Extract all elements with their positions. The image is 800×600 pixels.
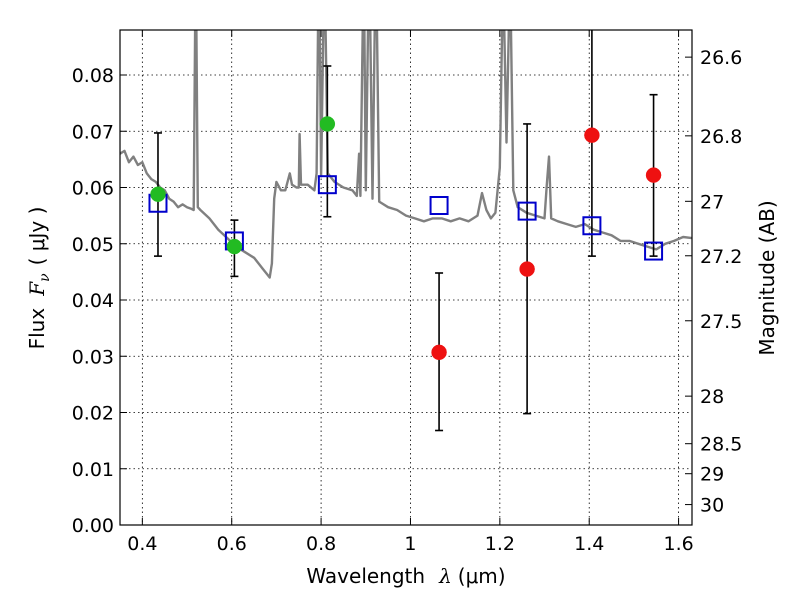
y-tick-label: 0.07 [72, 121, 114, 143]
error-bar [587, 30, 596, 257]
model-flux-square [644, 241, 664, 261]
y-tick-label: 0.01 [72, 459, 114, 481]
y2-tick-label: 26.6 [700, 47, 742, 69]
x-tick-label: 1.2 [485, 533, 515, 555]
y-tick-label: 0.02 [72, 403, 114, 425]
grid [120, 30, 692, 526]
y2-axis: 26.6 26.8 27 27.2 27.5 28 28.5 29 30 [685, 47, 742, 517]
y-tick-label: 0.00 [72, 515, 114, 537]
y-axis: 0.00 0.01 0.02 0.03 0.04 0.05 0.06 0.07 0.08 [72, 65, 127, 537]
observed-flux-point [519, 261, 535, 277]
x-tick-label: 1.6 [663, 533, 693, 555]
y2-tick-label: 27.2 [700, 246, 742, 268]
observed-flux-point [645, 167, 662, 183]
observed-flux-point [431, 344, 447, 361]
observed-flux-point [584, 127, 600, 143]
x-axis-label: Wavelength λ (μm) [306, 564, 505, 588]
y2-tick-label: 26.8 [700, 126, 742, 148]
y-tick-label: 0.08 [72, 65, 114, 87]
error-bars [153, 30, 658, 432]
observed-flux-point [150, 186, 166, 202]
x-tick-label: 1.4 [574, 533, 604, 555]
y2-tick-label: 28 [700, 386, 724, 408]
plot-frame [119, 29, 693, 526]
observed-flux-point [319, 116, 336, 132]
y-tick-label: 0.06 [72, 178, 114, 200]
y-tick-label: 0.04 [72, 290, 114, 312]
spectrum-line [120, 30, 692, 279]
model-flux-square [429, 196, 449, 215]
y2-tick-label: 27.5 [700, 311, 742, 333]
x-tick-label: 0.6 [217, 533, 247, 555]
y2-axis-label: Magnitude (AB) [755, 200, 779, 355]
model-flux-square [517, 201, 537, 221]
x-tick-label: 1 [404, 533, 416, 555]
model-flux-square [582, 216, 602, 236]
y2-tick-label: 29 [700, 464, 724, 486]
error-bar [323, 65, 332, 218]
y2-tick-label: 30 [700, 495, 724, 517]
model-spectrum [120, 30, 692, 279]
observed-flux-point [226, 238, 243, 255]
x-tick-label: 0.8 [306, 533, 336, 555]
x-tick-label: 0.4 [127, 533, 157, 555]
data-markers [148, 116, 664, 361]
y2-tick-label: 27 [700, 191, 724, 213]
y-tick-label: 0.03 [72, 346, 114, 368]
y2-tick-label: 28.5 [700, 434, 742, 456]
x-axis: 0.4 0.6 0.8 1 1.2 1.4 1.6 [127, 30, 694, 555]
model-flux-square [317, 175, 337, 195]
y-tick-label: 0.05 [72, 234, 114, 256]
y-axis-label: FluxFν( μJy ) [25, 207, 53, 350]
plot-background [120, 30, 692, 525]
